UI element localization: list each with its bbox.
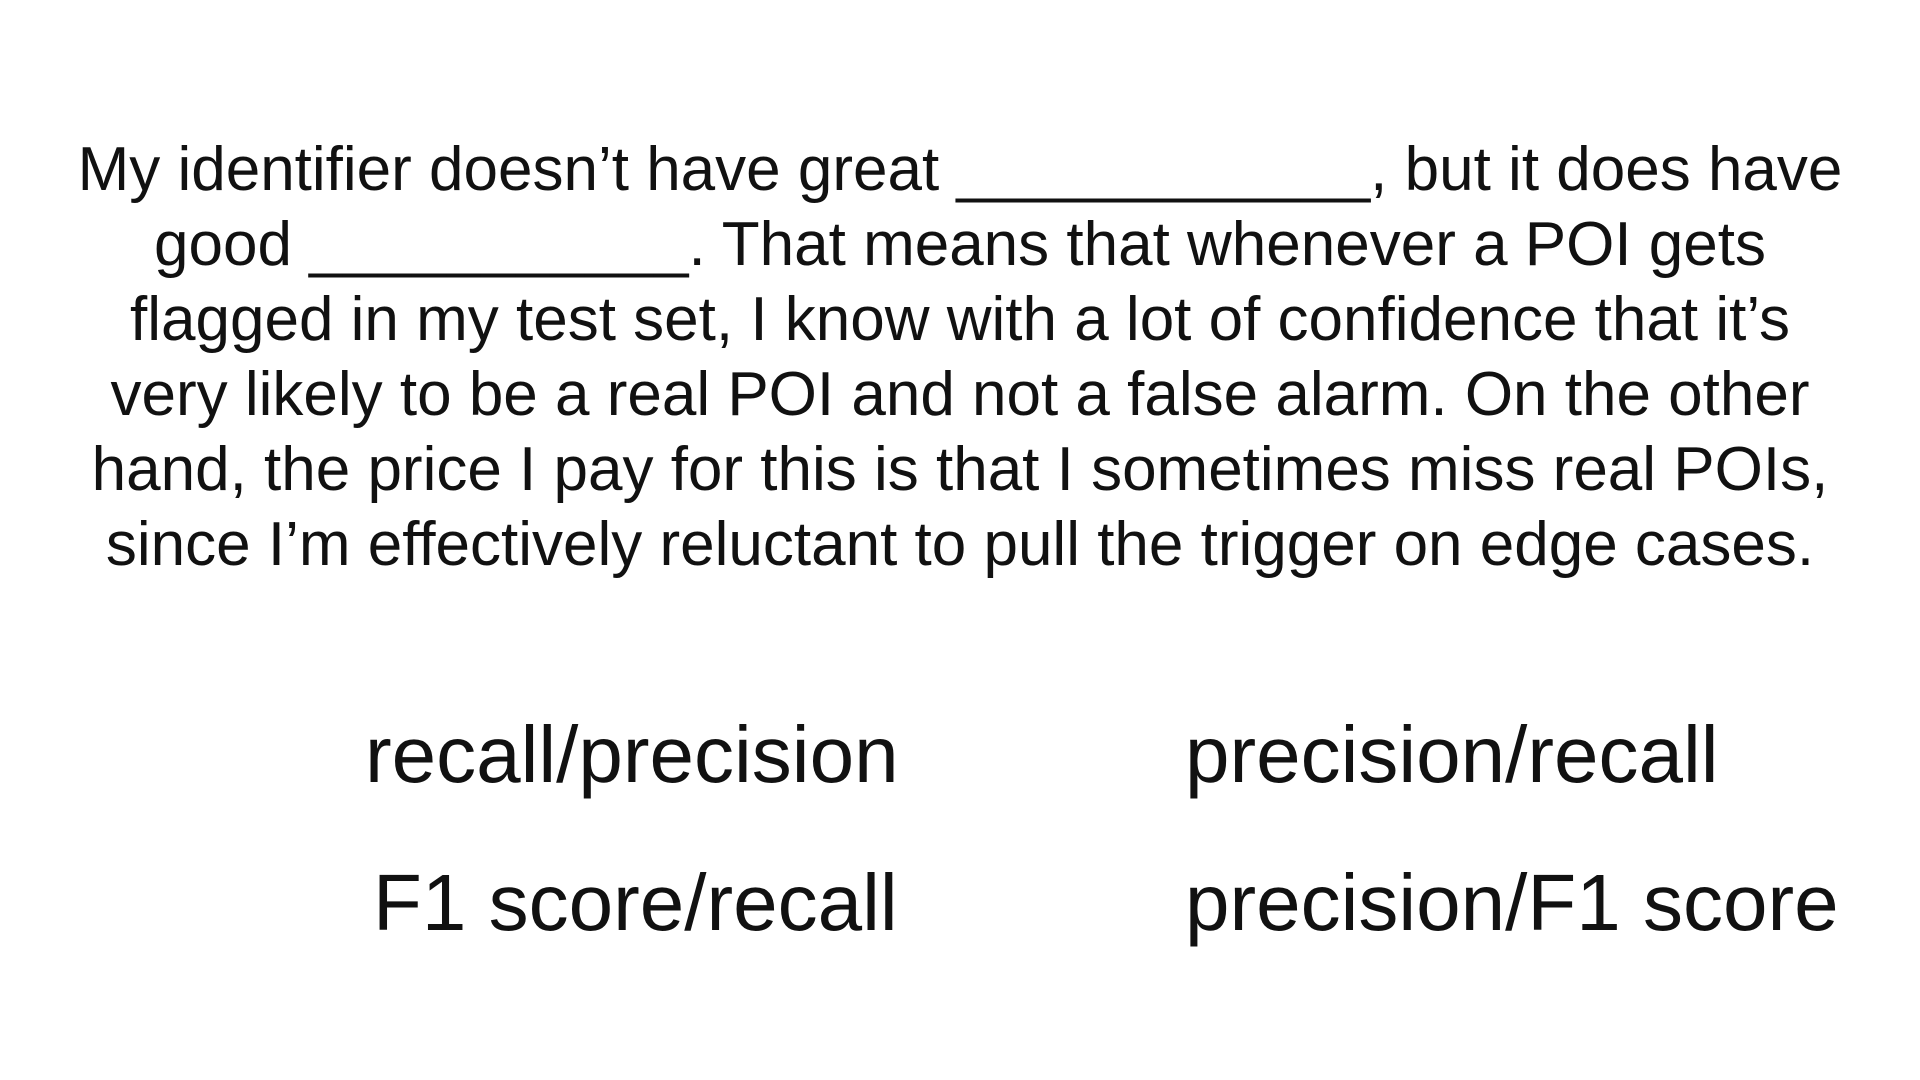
question-line: very likely to be a real POI and not a f… bbox=[110, 360, 1810, 429]
question-line: since I’m effectively reluctant to pull … bbox=[105, 510, 1815, 579]
option-precision-recall[interactable]: precision/recall bbox=[1185, 710, 1719, 799]
question-line: good ___________. That means that whenev… bbox=[154, 210, 1766, 279]
option-recall-precision[interactable]: recall/precision bbox=[365, 710, 899, 799]
question-line: My identifier doesn’t have great _______… bbox=[77, 135, 1843, 204]
question-text: My identifier doesn’t have great _______… bbox=[60, 132, 1860, 582]
question-line: flagged in my test set, I know with a lo… bbox=[130, 285, 1790, 354]
question-line: hand, the price I pay for this is that I… bbox=[91, 435, 1829, 504]
option-f1-recall[interactable]: F1 score/recall bbox=[373, 858, 898, 947]
option-precision-f1[interactable]: precision/F1 score bbox=[1185, 858, 1839, 947]
